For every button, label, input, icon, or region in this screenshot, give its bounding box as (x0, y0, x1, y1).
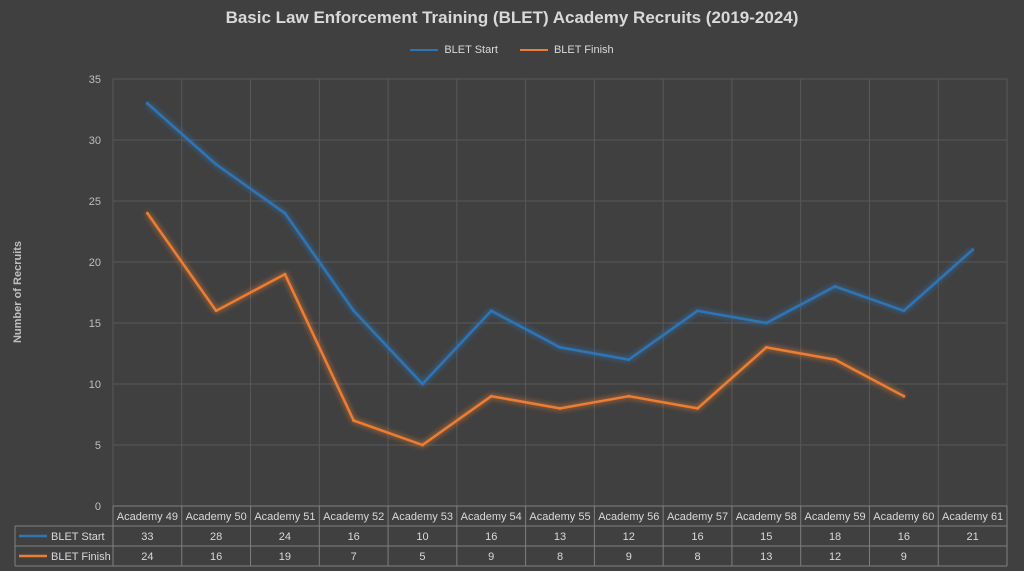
data-table-cell: 15 (760, 531, 772, 543)
data-table-cell: 16 (485, 531, 497, 543)
data-point (696, 406, 700, 410)
data-point (764, 345, 768, 349)
data-table-cell: 21 (966, 531, 978, 543)
data-point (489, 309, 493, 313)
category-label: Academy 58 (736, 511, 797, 523)
data-point (283, 272, 287, 276)
category-label: Academy 54 (461, 511, 522, 523)
series-line-finish (146, 212, 905, 447)
data-table-cell: 13 (554, 531, 566, 543)
y-tick-label: 0 (95, 501, 101, 513)
data-table-cell: 24 (141, 551, 153, 563)
category-label: Academy 49 (117, 511, 178, 523)
series-line-start (146, 102, 974, 386)
category-label: Academy 60 (873, 511, 934, 523)
data-point (145, 101, 149, 105)
data-point (489, 394, 493, 398)
legend-swatch-start (410, 48, 439, 52)
data-point (833, 284, 837, 288)
data-point (420, 382, 424, 386)
data-point (558, 345, 562, 349)
data-table-cell: 33 (141, 531, 153, 543)
data-point (902, 309, 906, 313)
y-tick-label: 35 (89, 74, 101, 86)
category-label: Academy 51 (254, 511, 315, 523)
data-point (902, 394, 906, 398)
data-table-cell: 19 (279, 551, 291, 563)
data-point (696, 309, 700, 313)
data-table-cell: 8 (694, 551, 700, 563)
data-table-cell: 5 (419, 551, 425, 563)
data-point (352, 419, 356, 423)
table-series-name: BLET Finish (51, 551, 111, 563)
legend: BLET Start BLET Finish (0, 44, 1024, 56)
data-point (283, 211, 287, 215)
y-tick-label: 15 (89, 318, 101, 330)
y-tick-label: 30 (89, 135, 101, 147)
category-label: Academy 50 (186, 511, 247, 523)
legend-swatch-finish (519, 48, 548, 52)
data-table-cell: 24 (279, 531, 291, 543)
y-tick-label: 5 (95, 440, 101, 452)
data-table-cell: 16 (898, 531, 910, 543)
data-table-cell: 16 (348, 531, 360, 543)
data-table-cell: 12 (623, 531, 635, 543)
data-point (627, 394, 631, 398)
data-point (214, 162, 218, 166)
data-table-cell: 9 (488, 551, 494, 563)
legend-label-finish: BLET Finish (553, 44, 614, 56)
data-table-cell: 7 (351, 551, 357, 563)
category-label: Academy 55 (529, 511, 590, 523)
data-table-cell: 9 (626, 551, 632, 563)
category-label: Academy 61 (942, 511, 1003, 523)
legend-item-start: BLET Start (410, 44, 498, 56)
table-series-name: BLET Start (51, 531, 105, 543)
data-table-cell: 28 (210, 531, 222, 543)
data-point (420, 443, 424, 447)
data-point (558, 406, 562, 410)
data-point (971, 248, 975, 252)
data-table-cell: 8 (557, 551, 563, 563)
data-table-cell: 9 (901, 551, 907, 563)
y-tick-label: 20 (89, 257, 101, 269)
category-label: Academy 52 (323, 511, 384, 523)
category-label: Academy 59 (804, 511, 865, 523)
data-table-cell: 18 (829, 531, 841, 543)
data-table-cell: 16 (691, 531, 703, 543)
data-point (833, 358, 837, 362)
legend-label-start: BLET Start (444, 44, 498, 56)
data-table-cell: 12 (829, 551, 841, 563)
category-label: Academy 53 (392, 511, 453, 523)
data-table-cell: 13 (760, 551, 772, 563)
data-point (627, 358, 631, 362)
data-point (214, 309, 218, 313)
y-tick-label: 25 (89, 196, 101, 208)
y-tick-label: 10 (89, 379, 101, 391)
legend-item-finish: BLET Finish (519, 44, 614, 56)
data-point (764, 321, 768, 325)
data-table-cell: 10 (416, 531, 428, 543)
category-label: Academy 56 (598, 511, 659, 523)
category-label: Academy 57 (667, 511, 728, 523)
data-point (145, 211, 149, 215)
data-point (352, 309, 356, 313)
chart-title: Basic Law Enforcement Training (BLET) Ac… (225, 8, 799, 27)
data-table-cell: 16 (210, 551, 222, 563)
